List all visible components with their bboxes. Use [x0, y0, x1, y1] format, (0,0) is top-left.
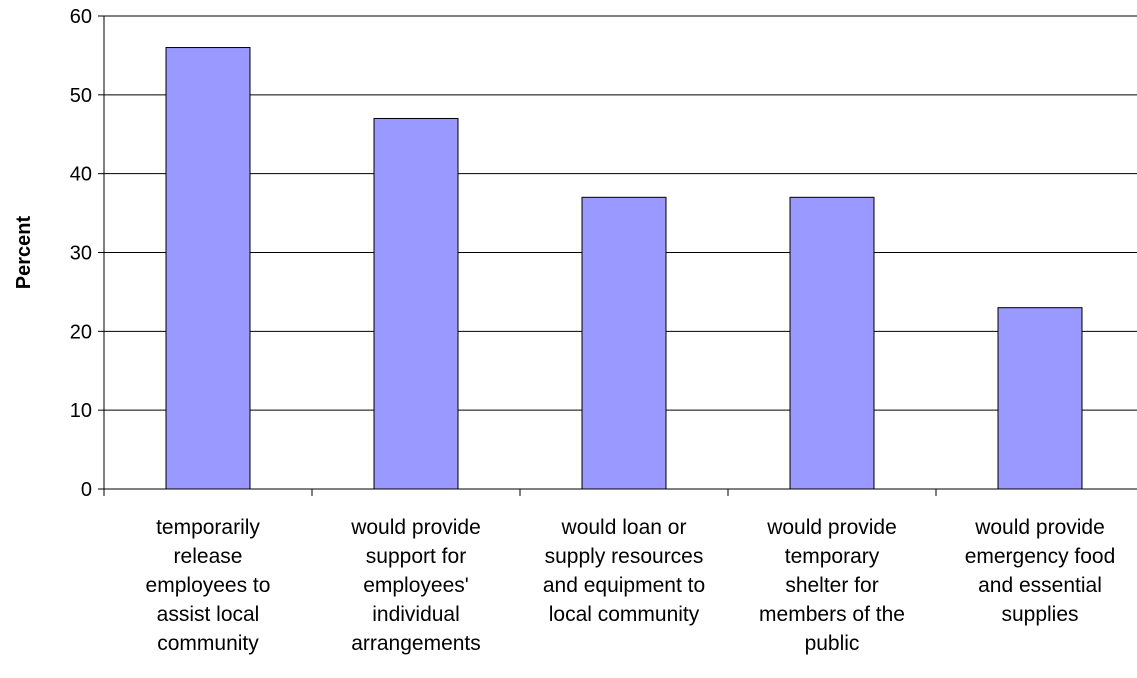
x-category-label-line: would loan or	[561, 516, 687, 539]
bars	[165, 47, 1083, 490]
x-category-label: temporarily release employees to assist loc…	[146, 516, 271, 655]
x-category-label-line: temporary	[785, 545, 880, 568]
x-category-label-line: would provide	[766, 516, 897, 539]
x-category-label-line: and equipment to	[543, 574, 705, 597]
y-tick-label: 20	[70, 321, 92, 343]
x-category-label-line: local community	[549, 603, 700, 626]
x-category-label-line: individual	[372, 603, 460, 626]
x-category-label-line: employees'	[363, 574, 469, 597]
x-category-label-line: community	[157, 632, 259, 655]
y-tick-label: 50	[70, 85, 92, 107]
bar	[165, 47, 251, 490]
x-category-label-line: would provide	[974, 516, 1105, 539]
bar	[997, 307, 1083, 490]
y-tick-label: 10	[70, 400, 92, 422]
x-category-label-line: emergency food	[965, 545, 1116, 568]
y-tick-label: 30	[70, 243, 92, 265]
x-category-label-line: public	[805, 632, 860, 655]
x-category-label-line: members of the	[759, 603, 905, 626]
x-category-label-line: assist local	[157, 603, 260, 626]
x-category-label-line: and essential	[978, 574, 1102, 597]
x-category-label-line: support for	[366, 545, 466, 568]
bar	[789, 196, 875, 490]
x-category-label-line: arrangements	[351, 632, 481, 655]
x-category-label-line: would provide	[350, 516, 481, 539]
x-category-label: would provide support for employees' indivi…	[350, 516, 481, 655]
x-category-label-line: temporarily	[156, 516, 260, 539]
x-category-label-line: supplies	[1001, 603, 1078, 626]
y-tick-label: 40	[70, 164, 92, 186]
labels: 0 10 20 30 40 50 60 temporarily release employees…	[70, 6, 1116, 655]
y-axis-title: Percent	[13, 215, 35, 289]
y-tick-label: 60	[70, 6, 92, 28]
x-category-label-line: supply resources	[545, 545, 704, 568]
x-category-label-line: employees to	[146, 574, 271, 597]
bar	[373, 117, 459, 490]
x-category-label-line: shelter for	[785, 574, 878, 597]
x-category-label: would provide temporary shelter for members…	[759, 516, 905, 655]
x-category-label: would provide emergency food and essential…	[965, 516, 1116, 626]
x-category-label: would loan or supply resources and equipme…	[543, 516, 705, 626]
x-category-label-line: release	[174, 545, 243, 568]
axes	[98, 15, 1137, 496]
y-tick-label: 0	[81, 479, 92, 501]
bar	[581, 196, 667, 490]
